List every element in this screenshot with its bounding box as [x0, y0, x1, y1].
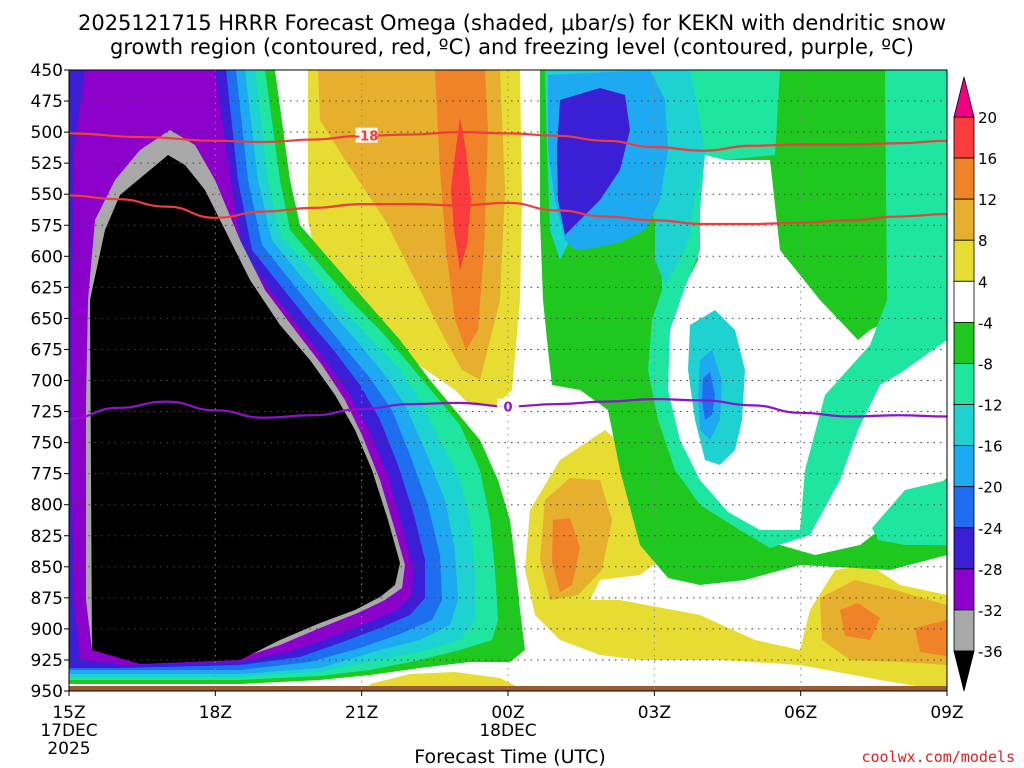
y-tick-label: 725 [31, 403, 63, 423]
contour-label-bg [355, 127, 378, 143]
y-tick-label: 875 [31, 589, 63, 609]
pressure-axis: 450 475 500 525 550 575 600 625 650 675 700 725 750 7… [31, 61, 69, 702]
y-tick-label: 950 [31, 682, 63, 702]
y-tick-label: 825 [31, 527, 63, 547]
colorbar-label: -32 [978, 602, 1003, 620]
colorbar-label: 12 [978, 191, 997, 209]
colorbar-label: -8 [978, 355, 993, 373]
y-tick-label: 475 [31, 92, 63, 112]
colorbar-bin [953, 280, 975, 323]
omega-positive-near-surface [370, 672, 520, 688]
colorbar-top-arrow [953, 76, 975, 118]
chart-title-line1: 2025121715 HRRR Forecast Omega (shaded, … [78, 11, 946, 35]
y-tick-label: 600 [31, 247, 63, 267]
colorbar: 20 16 12 8 4 -4 -8 -12 -16 -20 -24 -28 -32 -36 [953, 76, 1003, 692]
x-axis-label: Forecast Time (UTC) [414, 746, 605, 768]
contour-dendritic-lower-12C [69, 194, 947, 226]
x-tick-label: 09Z [930, 703, 963, 723]
colorbar-label: -24 [978, 520, 1003, 538]
omega-positive-lower-right-8 [820, 580, 947, 665]
omega-shading [69, 70, 947, 691]
x-tick-label: 06Z [784, 703, 817, 723]
colorbar-label: -28 [978, 561, 1003, 579]
omega-negative-right-8 [545, 70, 947, 548]
omega-positive-lower-right-12 [840, 603, 880, 640]
colorbar-bin [953, 568, 975, 611]
y-tick-label: 625 [31, 278, 63, 298]
y-tick-label: 575 [31, 216, 63, 236]
colorbar-bin [953, 404, 975, 447]
chart-title-line2: growth region (contoured, red, ºC) and f… [110, 35, 914, 59]
colorbar-bin [953, 486, 975, 529]
colorbar-bin [953, 321, 975, 364]
y-tick-label: 500 [31, 123, 63, 143]
colorbar-bin [953, 198, 975, 241]
colorbar-bin [953, 609, 975, 652]
colorbar-bin [953, 157, 975, 200]
contour-label-bg [497, 398, 519, 414]
y-tick-label: 775 [31, 465, 63, 485]
x-tick-label: 21Z [345, 703, 378, 723]
colorbar-bin [953, 363, 975, 405]
y-tick-label: 925 [31, 651, 63, 671]
x-tick-label: 18Z [199, 703, 232, 723]
colorbar-label: -4 [978, 314, 993, 332]
y-tick-label: 700 [31, 372, 63, 392]
temperature-contours: -18 0 [69, 127, 947, 421]
omega-positive-upper-16 [451, 118, 471, 270]
y-tick-label: 850 [31, 558, 63, 578]
y-tick-label: 650 [31, 309, 63, 329]
y-tick-label: 750 [31, 434, 63, 454]
colorbar-bin [953, 527, 975, 570]
colorbar-bin [953, 116, 975, 159]
omega-negative-left-36 [90, 155, 400, 664]
contour-dendritic-upper-18C [69, 130, 947, 152]
omega-positive-lower-12 [552, 518, 580, 592]
x-tick-label: 15Z [52, 703, 85, 723]
y-tick-label: 675 [31, 340, 63, 360]
x-tick-year: 2025 [47, 739, 90, 759]
y-tick-label: 550 [31, 185, 63, 205]
y-tick-label: 450 [31, 61, 63, 81]
colorbar-label: 4 [978, 273, 988, 291]
omega-negative-right-20 [557, 88, 630, 235]
y-tick-label: 900 [31, 620, 63, 640]
colorbar-bin [953, 445, 975, 488]
omega-negative-right-mid-20 [702, 372, 715, 420]
x-tick-date: 17DEC [40, 721, 97, 741]
x-tick-label: 03Z [638, 703, 671, 723]
x-tick-label: 00Z [491, 703, 524, 723]
colorbar-label: 20 [978, 109, 997, 127]
colorbar-label: -12 [978, 397, 1003, 415]
y-tick-label: 525 [31, 154, 63, 174]
x-tick-date: 18DEC [479, 721, 536, 741]
y-tick-label: 800 [31, 496, 63, 516]
colorbar-label: -16 [978, 438, 1003, 456]
omega-positive-lower-right-12b [915, 620, 947, 656]
colorbar-label: -20 [978, 479, 1003, 497]
contour-label: 0 [503, 401, 512, 416]
colorbar-bin [953, 239, 975, 282]
colorbar-label: -36 [978, 643, 1003, 661]
contour-label: -18 [355, 130, 379, 145]
colorbar-label: 16 [978, 150, 997, 168]
omega-negative-right-lower-8 [872, 480, 947, 545]
colorbar-label: 8 [978, 232, 988, 250]
colorbar-bottom-arrow [953, 650, 975, 692]
watermark: coolwx.com/models [861, 748, 1015, 766]
